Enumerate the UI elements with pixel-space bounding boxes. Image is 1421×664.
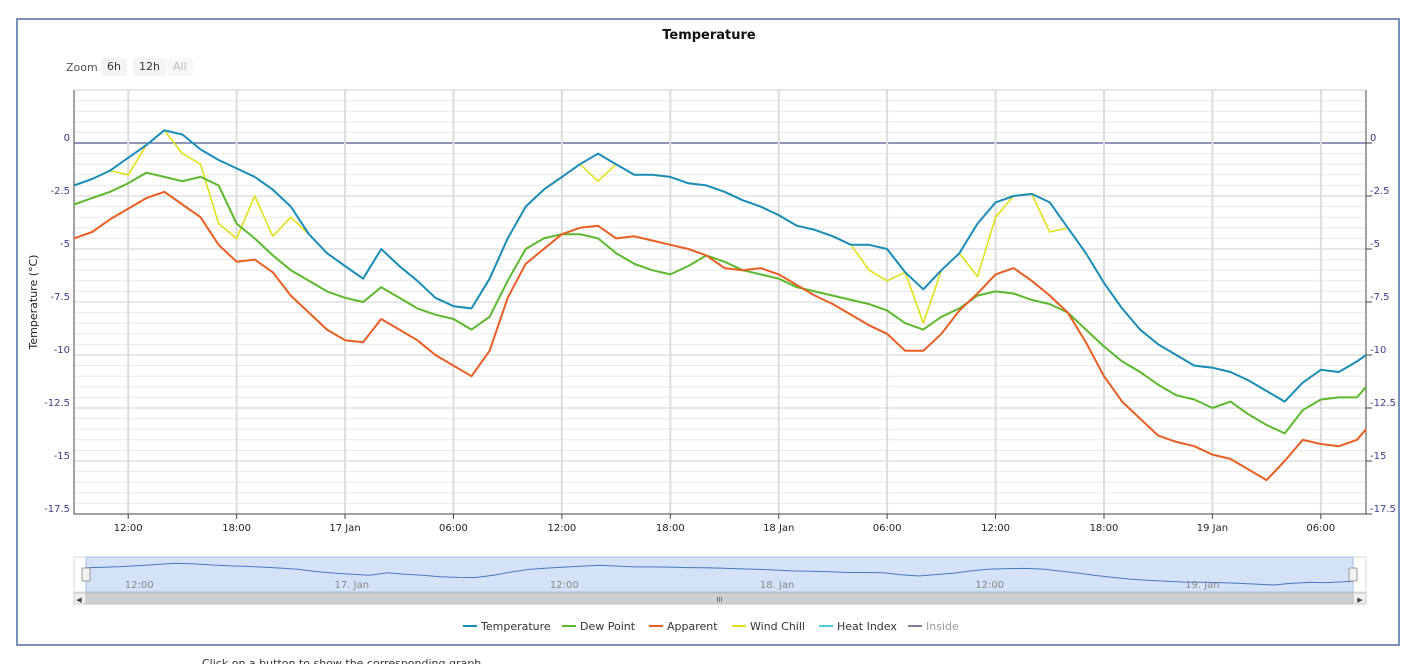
y-tick-label-right: -5 — [1370, 239, 1380, 250]
y-tick-label-right: -12.5 — [1370, 398, 1396, 409]
series-line-apparent[interactable] — [73, 190, 1367, 482]
legend-label: Inside — [926, 620, 959, 633]
y-tick-label-right: -7.5 — [1370, 292, 1390, 303]
zoom-12h-button[interactable]: 12h — [133, 58, 166, 76]
y-tick-label-left: -10 — [54, 345, 70, 356]
x-tick-label: 12:00 — [114, 523, 143, 534]
legend-label: Wind Chill — [750, 620, 805, 633]
y-tick-label-left: -15 — [54, 451, 70, 462]
navigator-label: 12:00 — [975, 580, 1004, 591]
y-tick-label-right: -2.5 — [1370, 186, 1390, 197]
y-tick-label-right: -15 — [1370, 451, 1386, 462]
x-tick-label: 12:00 — [981, 523, 1010, 534]
x-tick-label: 17 Jan — [329, 523, 360, 534]
navigator-label: 17. Jan — [335, 580, 370, 591]
legend-label: Temperature — [480, 620, 551, 633]
legend-item-temperature[interactable]: Temperature — [463, 620, 551, 633]
y-tick-label-right: 0 — [1370, 133, 1376, 144]
y-tick-label-left: -7.5 — [50, 292, 70, 303]
y-tick-label-left: -5 — [60, 239, 70, 250]
y-tick-label-left: -2.5 — [50, 186, 70, 197]
navigator-left-handle[interactable] — [81, 567, 91, 582]
x-tick-label: 12:00 — [547, 523, 576, 534]
legend-item-inside[interactable]: Inside — [908, 620, 959, 633]
x-tick-label: 18 Jan — [763, 523, 794, 534]
scrollbar-thumb[interactable] — [85, 592, 1354, 605]
y-tick-label-left: -17.5 — [44, 504, 70, 515]
scrollbar-grip[interactable]: III — [716, 596, 722, 604]
navigator-label: 19. Jan — [1185, 580, 1220, 591]
x-tick-label: 06:00 — [873, 523, 902, 534]
y-tick-label-right: -17.5 — [1370, 504, 1396, 515]
navigator-label: 12:00 — [550, 580, 579, 591]
zoom-label: Zoom — [66, 61, 98, 74]
zoom-6h-button[interactable]: 6h — [101, 58, 127, 76]
legend-label: Dew Point — [580, 620, 636, 633]
scroll-right-arrow-icon[interactable]: ▶ — [1357, 596, 1363, 604]
legend-item-heat-index[interactable]: Heat Index — [819, 620, 897, 633]
y-tick-label-left: 0 — [64, 133, 70, 144]
series-line-temperature[interactable] — [73, 129, 1367, 403]
navigator-label: 18. Jan — [760, 580, 795, 591]
series-line-dew-point[interactable] — [73, 171, 1367, 435]
chart-title: Temperature — [662, 28, 756, 43]
legend-item-dew-point[interactable]: Dew Point — [562, 620, 636, 633]
navigator-series-line — [85, 562, 1354, 586]
scroll-left-arrow-icon[interactable]: ◀ — [76, 596, 82, 604]
legend-item-apparent[interactable]: Apparent — [649, 620, 718, 633]
y-tick-label-left: -12.5 — [44, 398, 70, 409]
y-axis-title: Temperature (°C) — [27, 255, 40, 351]
x-tick-label: 06:00 — [439, 523, 468, 534]
footnote-text: Click on a button to show the correspond… — [202, 657, 496, 664]
zoom-all-button[interactable]: All — [167, 58, 193, 76]
navigator-right-handle[interactable] — [1348, 567, 1358, 582]
x-tick-label: 18:00 — [1090, 523, 1119, 534]
x-tick-label: 06:00 — [1306, 523, 1335, 534]
x-tick-label: 18:00 — [222, 523, 251, 534]
navigator-selection[interactable] — [85, 556, 1354, 593]
legend-label: Apparent — [667, 620, 718, 633]
x-tick-label: 19 Jan — [1197, 523, 1228, 534]
legend-item-wind-chill[interactable]: Wind Chill — [732, 620, 805, 633]
x-tick-label: 18:00 — [656, 523, 685, 534]
y-tick-label-right: -10 — [1370, 345, 1386, 356]
navigator-label: 12:00 — [125, 580, 154, 591]
legend-label: Heat Index — [837, 620, 897, 633]
